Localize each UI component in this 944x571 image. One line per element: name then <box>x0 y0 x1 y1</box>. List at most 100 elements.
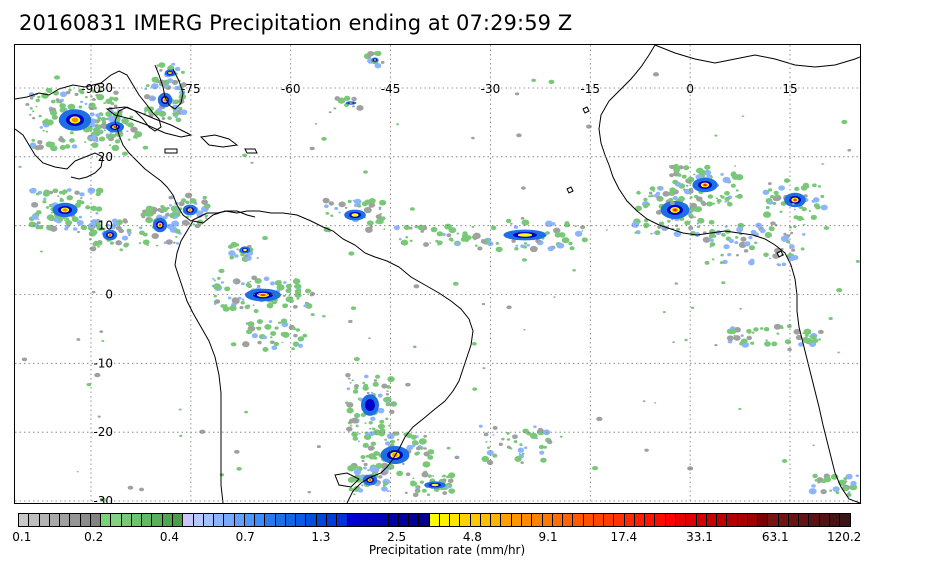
precip-speck <box>241 298 245 301</box>
colorbar-swatch <box>491 514 502 526</box>
precip-speck <box>821 162 824 165</box>
precip-speck <box>848 491 851 494</box>
precip-speck <box>52 188 59 194</box>
colorbar-tick-label: 0.1 <box>12 530 32 544</box>
precip-speck <box>409 226 413 230</box>
colorbar-swatch <box>665 514 676 526</box>
colorbar-swatch <box>368 514 379 526</box>
colorbar-swatch <box>142 514 153 526</box>
precip-speck <box>251 333 258 339</box>
precip-speck <box>352 436 359 441</box>
precip-speck <box>446 233 452 238</box>
precip-speck <box>471 136 475 140</box>
precip-speck <box>791 203 795 206</box>
precip-speck <box>481 455 490 463</box>
precip-speck <box>390 402 394 405</box>
colorbar-swatch <box>162 514 173 526</box>
precip-speck <box>678 196 686 202</box>
precip-speck <box>591 465 599 471</box>
precip-speck <box>753 327 759 332</box>
precip-speck <box>461 233 469 239</box>
precip-speck <box>257 284 261 288</box>
precip-speck <box>687 176 695 183</box>
precip-speck <box>390 439 396 444</box>
precip-speck <box>377 423 386 430</box>
precip-speck <box>741 115 745 118</box>
precip-speck <box>403 224 410 231</box>
precip-speck <box>778 185 786 191</box>
precip-speck <box>348 418 355 424</box>
colorbar-swatch <box>706 514 718 526</box>
precip-speck <box>442 491 448 496</box>
precip-speck <box>517 447 525 453</box>
precip-speck <box>346 407 354 414</box>
precip-speck <box>688 182 692 185</box>
precip-speck <box>441 475 444 478</box>
precip-speck <box>97 245 100 248</box>
precip-speck <box>728 238 735 244</box>
precip-speck <box>156 107 162 112</box>
precip-speck <box>310 313 315 317</box>
precip-speck <box>165 239 173 245</box>
precip-speck <box>643 222 650 228</box>
colorbar-swatch <box>337 514 348 526</box>
precip-speck <box>161 116 166 120</box>
precip-speck <box>768 226 775 232</box>
colorbar-tick-label: 33.1 <box>686 530 713 544</box>
precip-speck <box>812 473 818 479</box>
precip-speck <box>524 446 528 450</box>
precip-speck <box>386 480 390 483</box>
precip-speck <box>551 222 556 226</box>
precip-speck <box>71 144 78 149</box>
precip-speck <box>808 488 817 495</box>
precip-speck <box>564 221 570 226</box>
precip-speck <box>762 211 771 218</box>
precip-speck <box>29 188 37 194</box>
precip-speck <box>250 161 254 164</box>
precip-speck <box>227 296 232 300</box>
precip-speck <box>74 92 79 97</box>
precip-speck <box>812 444 815 447</box>
precip-speck <box>427 455 434 460</box>
precip-speck <box>305 302 313 309</box>
precip-speck <box>734 240 739 245</box>
colorbar-swatch <box>183 514 194 526</box>
precip-speck <box>274 326 279 330</box>
precip-speck <box>144 210 153 217</box>
precip-speck <box>76 219 84 226</box>
coastline-africa <box>598 45 860 503</box>
grid-labels: -90 -75 -60 -45 -30 -15 0 15 30 20 10 0 -10 -20 -30 <box>81 81 797 503</box>
precip-speck <box>368 202 376 208</box>
precip-speck <box>66 188 72 192</box>
precip-speck <box>749 258 755 263</box>
coastline-canary <box>582 106 590 114</box>
longitude-label: -30 <box>481 82 501 96</box>
precip-speck <box>273 341 280 347</box>
precip-speck <box>855 259 860 263</box>
precip-speck <box>801 232 806 236</box>
precip-speck <box>375 462 383 469</box>
precip-speck <box>817 481 821 484</box>
precip-speck <box>32 110 35 113</box>
precip-speck <box>477 246 483 251</box>
precip-speck <box>662 311 666 314</box>
precip-speck <box>818 338 821 341</box>
colorbar-label: Precipitation rate (mm/hr) <box>368 543 526 557</box>
precip-speck <box>521 258 527 262</box>
precip-speck <box>78 215 83 219</box>
precip-speck <box>544 231 550 235</box>
precip-speck <box>380 60 385 64</box>
precip-speck <box>35 98 40 103</box>
precip-speck <box>376 218 384 225</box>
precip-speck <box>322 315 326 318</box>
precip-speck <box>230 342 237 347</box>
longitude-label: -60 <box>281 82 301 96</box>
precip-speck <box>107 115 116 123</box>
colorbar-swatch <box>696 514 707 526</box>
precip-speck <box>178 408 182 411</box>
precip-speck <box>128 234 131 237</box>
precip-speck <box>246 304 251 308</box>
colorbar-swatch <box>429 514 440 526</box>
precip-speck <box>383 228 386 230</box>
precip-speck <box>384 441 391 446</box>
